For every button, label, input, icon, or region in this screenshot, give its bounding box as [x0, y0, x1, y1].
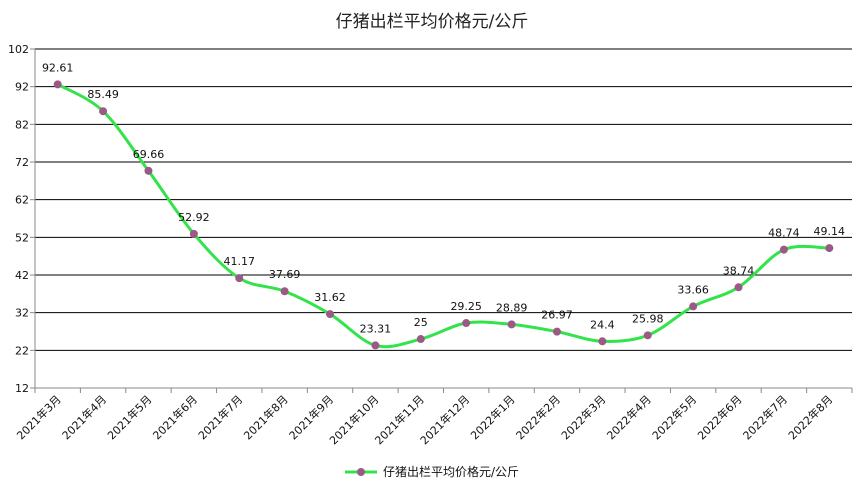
data-point	[689, 302, 698, 311]
data-label: 23.31	[360, 322, 392, 335]
data-label: 33.66	[677, 283, 709, 296]
data-point	[189, 229, 198, 238]
data-label: 38.74	[723, 264, 755, 277]
legend: 仔猪出栏平均价格元/公斤	[345, 464, 519, 479]
data-label: 49.14	[814, 225, 846, 238]
data-point	[507, 320, 516, 329]
data-point	[552, 327, 561, 336]
x-tick-label: 2021年12月	[417, 392, 472, 447]
data-point	[598, 337, 607, 346]
data-label: 37.69	[269, 268, 301, 281]
series-line	[56, 83, 830, 349]
legend-marker-swatch	[357, 468, 365, 476]
data-point	[53, 80, 62, 89]
data-point	[825, 244, 834, 253]
data-point	[734, 283, 743, 292]
data-point	[280, 287, 289, 296]
x-tick-label: 2021年5月	[104, 392, 154, 442]
x-tick-label: 2021年3月	[14, 392, 64, 442]
data-label: 24.4	[590, 318, 615, 331]
x-tick-label: 2022年5月	[649, 392, 699, 442]
y-tick-label: 22	[15, 344, 29, 357]
data-label: 41.17	[224, 255, 256, 268]
data-label: 25	[414, 316, 428, 329]
data-label: 28.89	[496, 301, 528, 314]
data-label: 69.66	[133, 148, 165, 161]
data-point	[371, 341, 380, 350]
data-label: 31.62	[314, 291, 346, 304]
y-tick-label: 42	[15, 269, 29, 282]
x-tick-label: 2022年8月	[785, 392, 835, 442]
y-tick-label: 102	[8, 43, 29, 56]
x-tick-label: 2022年6月	[694, 392, 744, 442]
y-tick-label: 62	[15, 194, 29, 207]
x-tick-label: 2021年7月	[195, 392, 245, 442]
data-point	[462, 319, 471, 328]
data-label: 25.98	[632, 312, 664, 325]
y-tick-label: 72	[15, 156, 29, 169]
y-axis-ticks: 12 22 32 42 52 62 72 82 92 102	[8, 43, 35, 395]
data-point	[144, 166, 153, 175]
data-labels: 92.61 85.49 69.66 52.92 41.17 37.69 31.62 23.31…	[42, 61, 845, 335]
data-label: 52.92	[178, 211, 210, 224]
y-tick-label: 82	[15, 118, 29, 131]
y-tick-label: 32	[15, 307, 29, 320]
chart-title: 仔猪出栏平均价格元/公斤	[336, 12, 529, 32]
x-tick-label: 2022年4月	[604, 392, 654, 442]
data-point	[643, 331, 652, 340]
data-label: 85.49	[87, 88, 119, 101]
legend-label: 仔猪出栏平均价格元/公斤	[383, 464, 519, 479]
x-tick-label: 2022年2月	[513, 392, 563, 442]
data-point	[779, 245, 788, 254]
x-tick-label: 2021年8月	[241, 392, 291, 442]
data-label: 29.25	[450, 300, 482, 313]
x-tick-label: 2021年6月	[150, 392, 200, 442]
data-point	[326, 310, 335, 319]
data-point	[99, 107, 108, 116]
grid-lines	[35, 48, 852, 389]
data-point	[416, 335, 425, 344]
x-tick-label: 2021年9月	[286, 392, 336, 442]
axes	[34, 49, 852, 389]
x-axis-ticks: 2021年3月2021年4月2021年5月2021年6月2021年7月2021年…	[14, 388, 853, 447]
data-label: 48.74	[768, 227, 800, 240]
series-points	[53, 80, 834, 350]
x-tick-label: 2021年4月	[59, 392, 109, 442]
x-tick-label: 2022年3月	[558, 392, 608, 442]
y-tick-label: 92	[15, 81, 29, 94]
data-point	[235, 274, 244, 283]
y-tick-label: 52	[15, 231, 29, 244]
data-label: 26.97	[541, 309, 573, 322]
data-label: 92.61	[42, 61, 74, 74]
x-tick-label: 2022年1月	[468, 392, 518, 442]
y-tick-label: 12	[15, 382, 29, 395]
x-tick-label: 2022年7月	[740, 392, 790, 442]
